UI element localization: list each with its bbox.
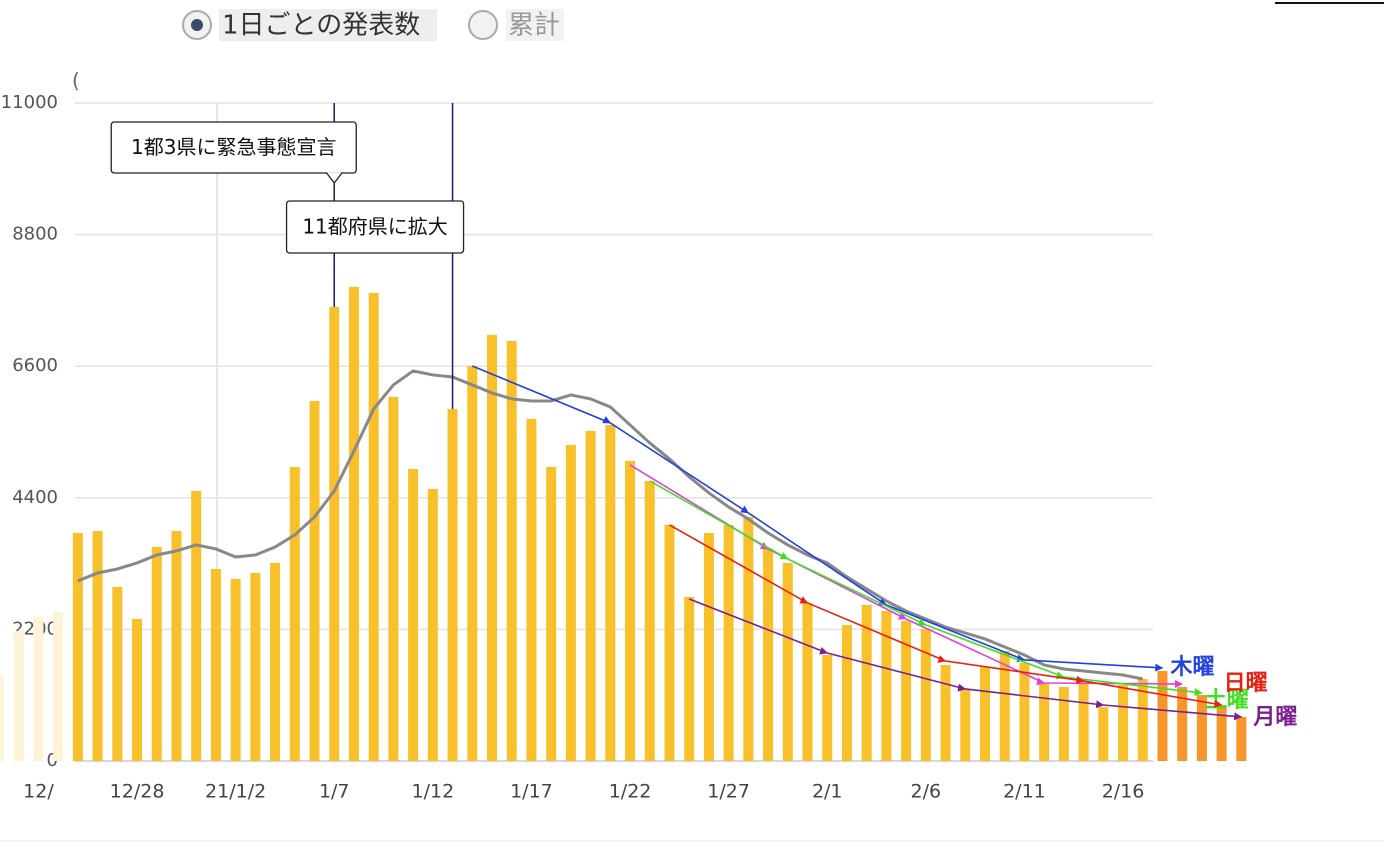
bar [684,596,695,761]
bar [33,616,44,761]
bar [487,334,497,761]
bar [329,306,340,761]
bar [565,444,576,761]
bar [270,562,281,761]
bar [309,400,320,761]
bar [447,408,458,761]
bar [191,490,202,761]
bar [171,530,182,761]
bar [546,466,557,761]
y-axis-label: ( [72,69,80,93]
radio-dot [191,19,203,31]
bar [348,286,359,761]
bar [210,568,221,761]
plot: 022004400660088001100012/12/2821/1/21/71… [0,92,1297,803]
bar [388,396,399,761]
radio-label[interactable]: 累計 [508,11,560,41]
bar [960,688,971,761]
x-tick-label: 1/12 [412,781,455,803]
bar [1058,687,1069,761]
bar [625,460,636,761]
bar [1098,706,1109,761]
bar [408,468,419,761]
label-bg [506,9,564,41]
bar [822,655,833,761]
bar [585,430,596,761]
bar [92,530,103,761]
bar [920,628,931,761]
bar [1236,716,1247,761]
radio[interactable] [468,10,498,40]
trend-label: 月曜 [1252,705,1297,730]
bar [1118,684,1129,761]
x-tick-label: 12/ [23,781,54,803]
bar [289,466,300,761]
bar [1216,705,1227,761]
bar [526,418,537,761]
y-tick-label: 11000 [1,92,58,113]
callout [110,121,357,174]
x-tick-label: 21/1/2 [205,781,266,803]
bar [427,488,438,761]
bar [802,602,813,761]
annotation: 1都3県に緊急事態宣言 [131,135,336,159]
trend-line [688,598,1243,721]
bar [644,480,655,761]
bar [368,292,379,761]
bar [999,650,1010,761]
y-tick-label: 8800 [12,224,58,245]
radio-total[interactable]: 累計 [468,9,564,41]
y-tick-label: 6600 [12,355,58,376]
trend-label: 日曜 [1224,671,1268,696]
radio-label[interactable]: 1日ごとの発表数 [222,11,420,41]
bar [901,620,912,761]
x-tick-label: 1/22 [609,781,652,803]
bar [506,340,517,761]
callout [285,200,465,254]
bar [132,618,143,761]
callout-tip [325,172,343,185]
bar [605,424,616,761]
trend-label: 木曜 [1169,655,1214,680]
bar [1078,680,1089,761]
x-tick-label: 2/16 [1102,781,1145,803]
bar [53,611,64,761]
bar [0,675,4,761]
x-tick-label: 2/11 [1003,781,1046,803]
radio-daily[interactable]: 1日ごとの発表数 [182,9,437,41]
x-tick-label: 1/17 [510,781,553,803]
bar [703,532,714,761]
bar [13,630,24,761]
bar [980,666,990,761]
bar [1196,695,1207,761]
bar [72,532,83,761]
bar [881,610,892,761]
x-tick-label: 2/6 [911,781,942,803]
y-tick-label: 4400 [12,487,58,508]
bar [1039,682,1050,761]
bar [467,365,478,761]
bar [250,572,261,761]
x-tick-label: 2/1 [812,781,843,803]
bar [112,586,123,761]
bar [664,524,675,761]
bar [230,578,241,761]
bar [940,664,951,761]
bar [151,546,162,761]
label-bg [219,9,437,41]
y-tick-label: 0 [47,750,58,771]
annotation: 11都府県に拡大 [302,215,447,239]
bar [743,516,754,761]
bar [841,624,852,761]
x-tick-label: 1/7 [319,781,350,803]
bar [1019,662,1030,761]
bar [1177,687,1188,761]
x-tick-label: 12/28 [110,781,165,803]
x-tick-label: 1/27 [707,781,750,803]
